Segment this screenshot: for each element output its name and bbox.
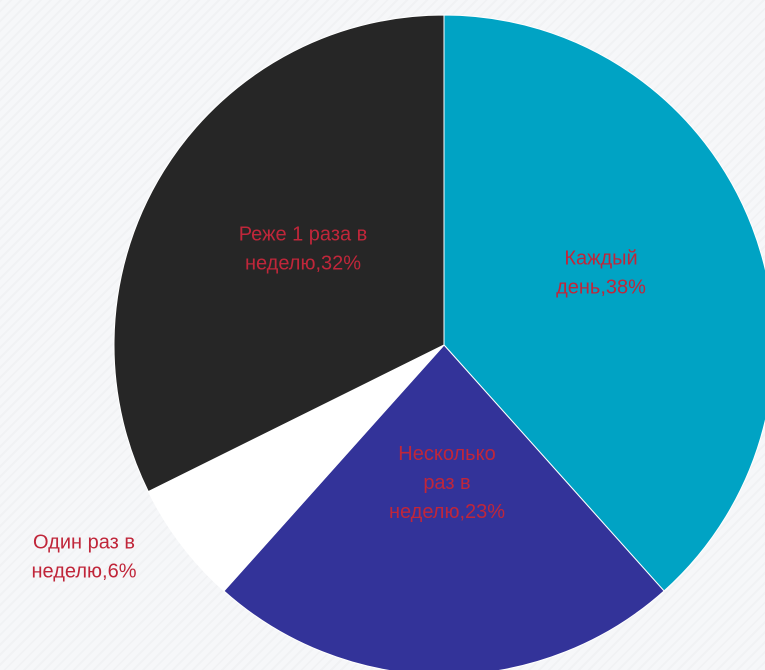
pie-slice-label-line: неделю,6% xyxy=(32,561,137,583)
pie-slice-label-line: неделю,23% xyxy=(389,501,505,523)
pie-slice-label-3: Один раз в неделю,6% xyxy=(32,532,137,583)
pie-slice-label-line: неделю,32% xyxy=(245,253,361,275)
pie-slice-label-line: Каждый xyxy=(564,248,637,270)
pie-slice-label-line: Несколько xyxy=(398,443,495,465)
pie-slice-3 xyxy=(147,344,445,592)
pie-slice-4 xyxy=(113,14,445,493)
pie-slice-label-line: день,38% xyxy=(556,277,646,299)
pie-slice-label-2: Несколько раз в неделю,23% xyxy=(389,443,505,523)
pie-slice-label-line: Один раз в xyxy=(33,532,135,554)
pie-slice-label-4: Реже 1 раза в неделю,32% xyxy=(239,224,368,275)
pie-slice-label-line: Реже 1 раза в xyxy=(239,224,368,246)
pie-slice-label-1: Каждый день,38% xyxy=(556,248,646,299)
pie-slice-label-line: раз в xyxy=(423,472,470,494)
pie-slice-1 xyxy=(443,14,765,592)
pie-slice-2 xyxy=(223,344,665,670)
